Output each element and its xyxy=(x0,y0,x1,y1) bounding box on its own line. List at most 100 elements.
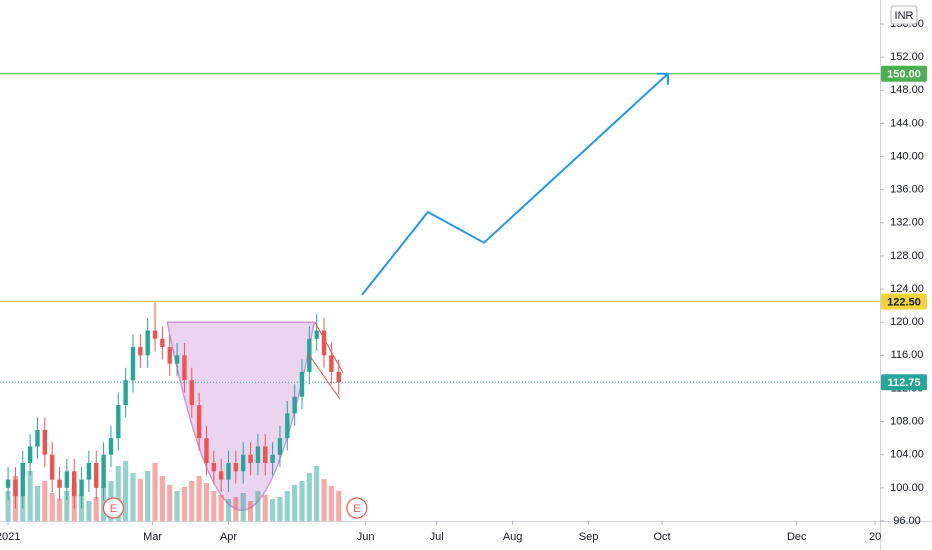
y-tick-label: 128.00 xyxy=(890,250,924,262)
level-price-label: 150.00 xyxy=(887,69,921,81)
volume-bar xyxy=(306,473,312,521)
y-tick-label: 132.00 xyxy=(890,217,924,229)
candle-body xyxy=(145,330,150,356)
x-tick-label: 2021 xyxy=(0,531,20,543)
candle-body xyxy=(196,405,202,439)
price-axis-bg xyxy=(881,0,932,521)
y-tick-label: 124.00 xyxy=(890,283,924,295)
candle-body xyxy=(263,446,268,464)
volume-bar xyxy=(321,479,327,521)
x-tick-label: Aug xyxy=(503,531,523,543)
y-tick-label: 116.00 xyxy=(891,349,924,361)
candle-body xyxy=(189,380,194,406)
candle-body xyxy=(94,463,99,488)
candle-body xyxy=(285,413,290,439)
volume-bar xyxy=(115,466,121,521)
candle-body xyxy=(72,471,77,497)
candle-body xyxy=(49,454,55,480)
x-tick-label: Mar xyxy=(143,531,162,543)
projection-path xyxy=(361,72,669,296)
candle-body xyxy=(152,330,158,339)
candle-body xyxy=(27,446,33,464)
volume-bar xyxy=(56,499,63,521)
volume-bar xyxy=(336,491,342,521)
projection-arrowhead xyxy=(656,72,669,85)
volume-bar xyxy=(27,471,33,521)
volume-bar xyxy=(218,495,224,521)
candle-body xyxy=(174,355,180,364)
candle-body xyxy=(277,438,283,455)
volume-bar xyxy=(189,481,195,521)
volume-bar xyxy=(196,476,202,521)
volume-bar xyxy=(159,476,165,521)
candle-body xyxy=(182,355,187,381)
candle-body xyxy=(160,338,165,348)
volume-bar xyxy=(123,461,129,521)
y-tick-label: 148.00 xyxy=(890,84,924,96)
y-tick-label: 140.00 xyxy=(890,150,924,162)
volume-bar xyxy=(270,499,276,521)
x-tick-label: Jun xyxy=(357,531,375,543)
volume-bar xyxy=(292,485,298,521)
x-tick-label: Apr xyxy=(220,531,237,543)
candle-body xyxy=(138,347,143,356)
candle-body xyxy=(86,463,92,480)
level-price-label: 112.75 xyxy=(887,377,920,389)
x-tick-label: Oct xyxy=(653,531,670,543)
candle-body xyxy=(123,380,128,406)
candle-body xyxy=(20,463,25,497)
volume-bar xyxy=(299,481,305,521)
candle-body xyxy=(329,355,334,372)
candle-body xyxy=(35,429,40,447)
volume-bar xyxy=(101,486,107,521)
candle-body xyxy=(108,438,114,455)
flag-line xyxy=(314,321,344,373)
currency-label: INR xyxy=(895,10,914,22)
earnings-marker xyxy=(346,497,368,519)
candle-body xyxy=(336,371,341,383)
earnings-label: E xyxy=(353,503,360,515)
earnings-label: E xyxy=(110,503,117,515)
candle-body xyxy=(241,454,246,472)
volume-bar xyxy=(314,466,320,521)
flag-line xyxy=(308,354,341,400)
earnings-marker xyxy=(102,497,124,519)
candle-body xyxy=(255,446,261,464)
level-price-label: 122.50 xyxy=(887,296,921,308)
candle-body xyxy=(321,330,327,356)
volume-bar xyxy=(240,493,246,521)
candle-body xyxy=(292,396,297,414)
volume-bar xyxy=(5,491,11,521)
volume-bar xyxy=(137,479,143,521)
x-tick-label: Dec xyxy=(787,531,807,543)
volume-bar xyxy=(181,487,187,521)
y-tick-label: 104.00 xyxy=(890,449,924,461)
y-tick-label: 120.00 xyxy=(890,316,924,328)
volume-bar xyxy=(145,471,151,521)
candle-body xyxy=(42,429,48,455)
candle-body xyxy=(13,479,18,497)
candle-body xyxy=(167,347,172,364)
candle-body xyxy=(57,479,62,488)
y-tick-label: 144.00 xyxy=(890,117,924,129)
candle-body xyxy=(64,471,70,488)
x-tick-label: 20 xyxy=(869,531,881,543)
candle-body xyxy=(299,371,305,397)
time-axis-bg xyxy=(0,522,932,550)
volume-bar xyxy=(262,495,268,521)
volume-bar xyxy=(167,485,173,521)
candle-body xyxy=(314,330,319,339)
candle-body xyxy=(218,471,224,480)
currency-box xyxy=(890,5,918,25)
candle-body xyxy=(79,479,84,497)
candle-body xyxy=(226,463,231,480)
volume-bar xyxy=(130,473,136,521)
volume-bar xyxy=(233,497,239,521)
volume-bar xyxy=(152,463,158,521)
y-tick-label: 100.00 xyxy=(890,482,924,494)
volume-bar xyxy=(328,486,334,521)
volume-bar xyxy=(247,501,254,521)
volume-bar xyxy=(211,491,217,521)
candle-body xyxy=(101,454,106,488)
candle-body xyxy=(270,454,275,464)
